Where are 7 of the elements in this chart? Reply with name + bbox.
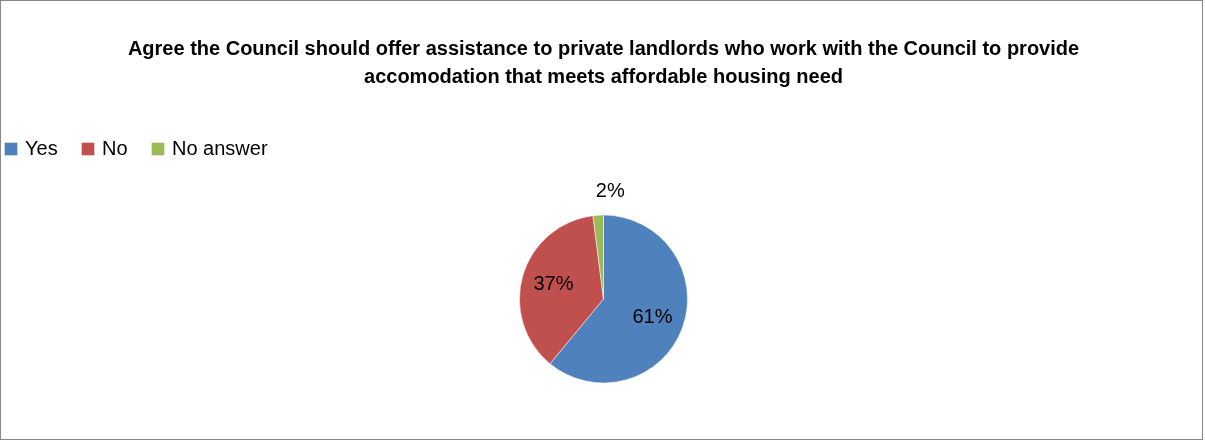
- legend-label: No: [102, 137, 128, 159]
- data-label: 61%: [632, 304, 673, 327]
- data-label: 37%: [533, 272, 574, 295]
- legend-label: No answer: [172, 137, 268, 159]
- data-label: 2%: [595, 179, 625, 202]
- legend-label: Yes: [25, 137, 58, 159]
- chart-title: Agree the Council should offer assistance to private landlords who work with the Council to provide accomodation that meets affordable housing need: [127, 37, 1080, 87]
